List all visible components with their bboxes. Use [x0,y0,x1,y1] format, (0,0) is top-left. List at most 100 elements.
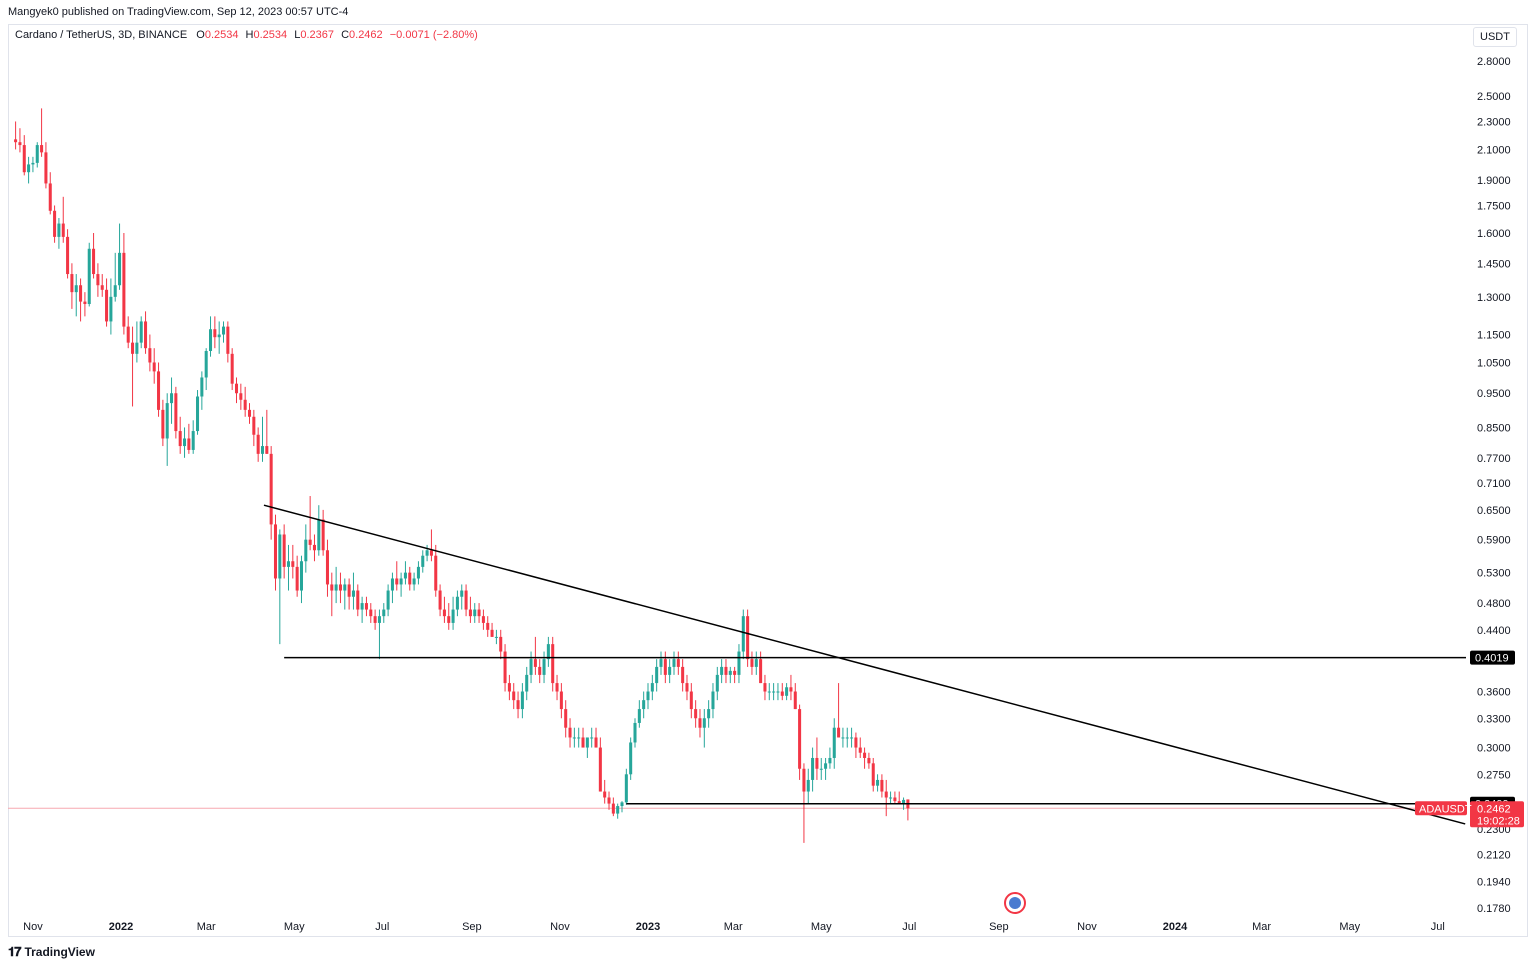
candle-body [165,403,169,439]
time-tick-label: Nov [23,921,43,933]
candle-body [728,670,732,675]
candle-body [87,248,91,305]
currency-selector[interactable]: USDT [1473,27,1517,47]
price-tick-label: 0.5900 [1477,535,1511,547]
price-tick-label: 1.3000 [1477,292,1511,304]
candle-body [152,362,156,372]
candle-body [351,590,355,597]
candle-body [828,757,832,764]
tradingview-logo-icon: 𝟏𝟕 [8,944,22,959]
candle-body [650,683,654,692]
candle-body [330,584,334,591]
last-price-tag-bg [1470,801,1524,828]
candle-body [659,659,663,667]
time-tick-label: Jul [902,921,916,933]
candle-body [850,737,854,739]
candle-body [681,666,685,684]
candle-body [607,797,611,804]
time-tick-label: May [284,921,305,933]
open-value: 0.2534 [204,29,239,41]
event-flag-inner [1009,897,1021,909]
candle-body [139,321,143,343]
candle-body [711,691,715,710]
price-tick-label: 1.9000 [1477,175,1511,187]
candle-body [880,779,884,792]
candle-body [568,727,572,738]
candle-body [79,285,83,302]
candle-body [412,578,416,585]
candle-body [347,584,351,597]
candle-body [819,768,823,770]
candle-body [876,779,880,786]
candle-body [598,747,602,792]
candle-body [282,534,286,567]
price-tick-label: 2.5000 [1477,91,1511,103]
candle-body [295,566,299,591]
resistance-price-tag: 0.4019 [1475,653,1509,665]
candle-body [577,737,581,739]
candle-body [213,329,217,338]
candle-body [603,791,607,798]
candle-body [148,348,152,363]
candle-body [789,687,793,692]
time-tick-label: Mar [1252,921,1271,933]
price-tick-label: 0.2750 [1477,769,1511,781]
footer-brand: 𝟏𝟕 TradingView [8,944,95,960]
price-tick-label: 1.0500 [1477,357,1511,369]
time-tick-label: 2024 [1163,921,1188,933]
candle-body [464,590,468,610]
candle-body [494,636,498,638]
resistance-price-tag-bg [1470,650,1515,665]
candle-body [512,691,516,701]
price-tick-label: 1.4500 [1477,258,1511,270]
candle-body [273,524,278,579]
brand-name: TradingView [24,945,95,959]
candle-body [611,803,615,814]
time-tick-label: Sep [462,921,482,933]
open-label: O [196,29,205,41]
low-label: L [294,29,301,41]
candle-body [780,691,784,696]
candle-body [481,616,485,623]
last-price-tag: 0.2462 [1477,803,1511,815]
candle-body [854,737,858,748]
candle-body [429,550,433,556]
candle-body [884,791,888,798]
time-tick-label: 2023 [636,921,660,933]
candle-body [174,393,178,432]
published-by-text: Mangyek0 published on TradingView.com, S… [8,6,349,18]
candle-body [806,779,810,792]
candle-body [191,431,195,450]
candle-body [269,453,273,525]
candle-body [767,691,771,693]
price-tick-label: 0.4400 [1477,625,1511,637]
candle-body [386,590,390,610]
candle-body [746,616,750,660]
candle-body [867,757,871,764]
candle-body [312,544,316,551]
candle-body [390,578,394,591]
chart-frame [8,24,1528,937]
candle-body [217,334,221,338]
candle-body [776,691,780,693]
price-tick-label: 0.1780 [1477,903,1511,915]
candle-body [382,609,386,617]
candle-body [486,622,490,630]
candle-body [798,709,802,769]
candle-body [35,145,39,163]
candle-body [815,757,819,769]
candle-body [321,519,325,551]
candle-body [252,416,256,435]
candle-body [425,550,429,556]
time-tick-label: Mar [197,921,216,933]
candle-body [460,590,464,597]
low-value: 0.2367 [300,29,334,41]
price-tick-label: 2.1000 [1477,144,1511,156]
candle-body [837,727,841,738]
candle-body [40,145,44,153]
candle-body [772,691,776,693]
price-tick-label: 0.3300 [1477,713,1511,725]
candle-body [22,145,26,173]
high-label: H [245,29,254,41]
